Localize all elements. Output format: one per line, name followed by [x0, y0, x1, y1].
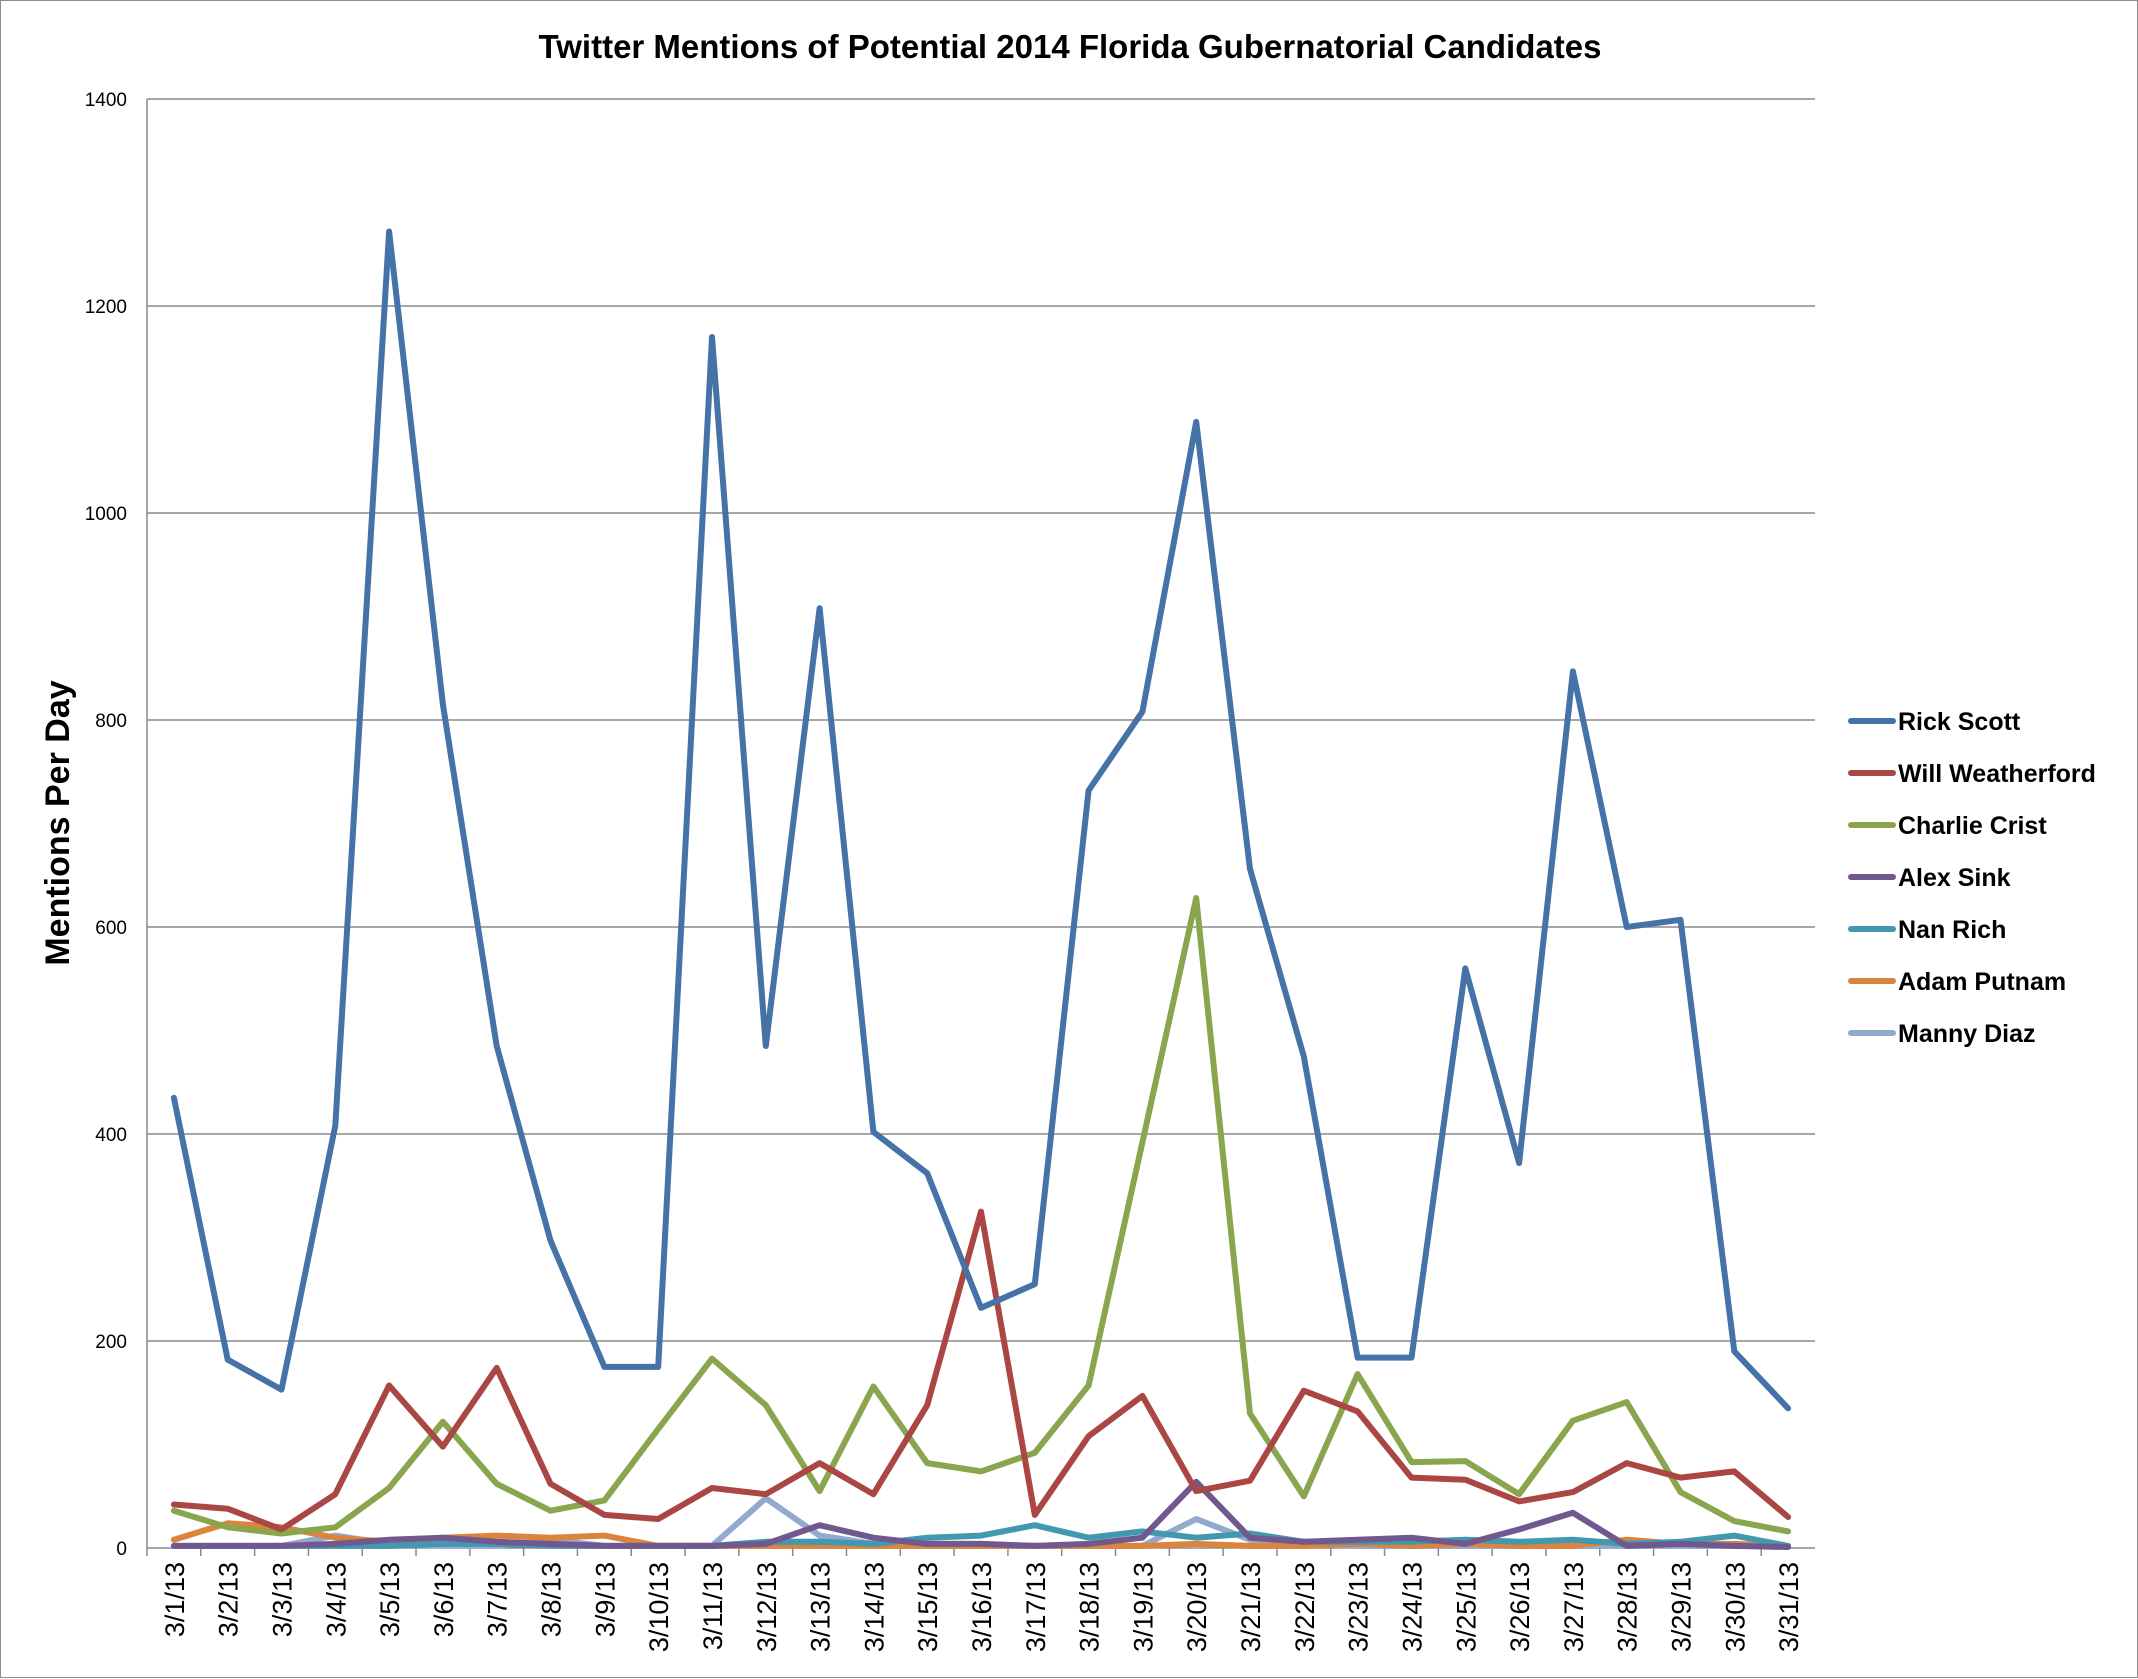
x-tick-label: 3/28/13 — [1613, 1562, 1643, 1652]
x-tick-label: 3/3/13 — [268, 1562, 298, 1637]
x-tick-label: 3/31/13 — [1774, 1562, 1804, 1652]
series-line-nan-rich — [170, 1522, 1792, 1549]
series-line-alex-sink — [170, 1478, 1792, 1550]
y-tick-label: 800 — [95, 711, 127, 732]
x-axis-ticks: 3/1/13 3/2/13 3/3/13 3/4/13 3/5/13 3/6/13 3/7/… — [146, 1548, 1804, 1652]
x-tick-label: 3/26/13 — [1505, 1562, 1535, 1652]
x-tick-label: 3/22/13 — [1290, 1562, 1320, 1652]
x-tick-label: 3/18/13 — [1075, 1562, 1105, 1652]
x-tick-label: 3/17/13 — [1021, 1562, 1051, 1652]
x-tick-label: 3/7/13 — [483, 1562, 513, 1637]
series-lines — [170, 228, 1792, 1550]
legend-label: Charlie Crist — [1898, 812, 2047, 840]
series-line-will-weatherford — [170, 1208, 1792, 1533]
x-tick-label: 3/8/13 — [537, 1562, 567, 1637]
x-tick-label: 3/9/13 — [590, 1562, 620, 1637]
x-tick-label: 3/27/13 — [1559, 1562, 1589, 1652]
x-tick-label: 3/24/13 — [1397, 1562, 1427, 1652]
x-tick-label: 3/6/13 — [429, 1562, 459, 1637]
y-tick-label: 0 — [116, 1539, 127, 1560]
y-tick-label: 600 — [95, 918, 127, 939]
x-tick-label: 3/12/13 — [752, 1562, 782, 1652]
x-tick-label: 3/20/13 — [1182, 1562, 1212, 1652]
x-tick-label: 3/5/13 — [375, 1562, 405, 1637]
y-tick-label: 1400 — [85, 90, 127, 111]
legend-label: Alex Sink — [1898, 864, 2011, 892]
y-tick-label: 1200 — [85, 297, 127, 318]
chart-title: Twitter Mentions of Potential 2014 Flori… — [539, 28, 1602, 65]
x-tick-label: 3/19/13 — [1128, 1562, 1158, 1652]
x-tick-label: 3/15/13 — [913, 1562, 943, 1652]
series-line-rick-scott — [170, 228, 1792, 1412]
x-tick-label: 3/14/13 — [859, 1562, 889, 1652]
x-tick-label: 3/11/13 — [698, 1562, 728, 1650]
x-tick-label: 3/1/13 — [160, 1562, 190, 1637]
x-tick-label: 3/21/13 — [1236, 1562, 1266, 1652]
x-tick-label: 3/23/13 — [1344, 1562, 1374, 1652]
x-tick-label: 3/16/13 — [967, 1562, 997, 1652]
legend-label: Nan Rich — [1898, 916, 2006, 944]
legend-label: Rick Scott — [1898, 708, 2021, 736]
y-axis-ticks: 0 200 400 600 800 1000 1200 1400 — [85, 90, 127, 1560]
y-tick-label: 400 — [95, 1125, 127, 1146]
legend-label: Manny Diaz — [1898, 1020, 2036, 1048]
x-tick-label: 3/10/13 — [644, 1562, 674, 1652]
x-tick-label: 3/13/13 — [806, 1562, 836, 1652]
y-tick-label: 1000 — [85, 504, 127, 525]
x-tick-label: 3/25/13 — [1451, 1562, 1481, 1652]
x-tick-label: 3/29/13 — [1666, 1562, 1696, 1652]
legend: Rick Scott Will Weatherford Charlie Crist A… — [1848, 708, 2096, 1048]
x-tick-label: 3/2/13 — [214, 1562, 244, 1637]
legend-label: Adam Putnam — [1898, 968, 2066, 996]
y-tick-label: 200 — [95, 1332, 127, 1353]
x-tick-label: 3/30/13 — [1720, 1562, 1750, 1652]
y-axis-label: Mentions Per Day — [39, 680, 77, 965]
x-tick-label: 3/4/13 — [321, 1562, 351, 1637]
grid — [146, 98, 1815, 1549]
series-line-charlie-crist — [170, 895, 1792, 1537]
legend-label: Will Weatherford — [1898, 760, 2096, 788]
